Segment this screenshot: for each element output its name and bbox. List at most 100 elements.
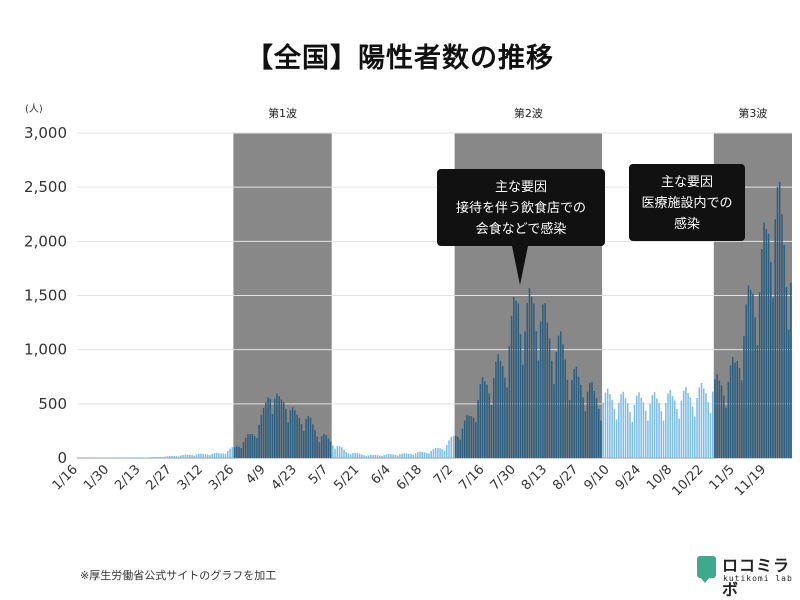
y-tick-label: 1,500 bbox=[24, 287, 67, 305]
bar bbox=[258, 424, 260, 458]
bar bbox=[691, 406, 694, 458]
callout-text: 会食などで感染 bbox=[476, 221, 567, 237]
bar bbox=[506, 387, 508, 458]
bar bbox=[736, 361, 739, 458]
bar bbox=[754, 317, 756, 458]
bar bbox=[763, 222, 765, 458]
bar bbox=[515, 300, 517, 458]
bar bbox=[468, 415, 470, 458]
bar bbox=[725, 407, 727, 458]
bar bbox=[166, 456, 169, 458]
bar bbox=[316, 436, 318, 458]
bar bbox=[349, 454, 352, 458]
bar bbox=[336, 446, 339, 458]
bar bbox=[778, 181, 781, 459]
bar bbox=[477, 400, 479, 458]
bar bbox=[177, 456, 180, 458]
bar bbox=[432, 449, 435, 458]
bar bbox=[160, 457, 162, 458]
bar bbox=[305, 419, 307, 458]
bar bbox=[745, 304, 747, 458]
bar bbox=[311, 424, 314, 458]
bar bbox=[396, 455, 399, 458]
x-tick-label: 2/13 bbox=[112, 462, 143, 493]
x-tick-label: 2/27 bbox=[144, 462, 175, 493]
x-tick-label: 1/30 bbox=[81, 462, 112, 493]
bar bbox=[548, 338, 551, 458]
bar bbox=[472, 417, 475, 458]
bar bbox=[325, 434, 327, 458]
bar bbox=[517, 303, 520, 458]
bar bbox=[747, 285, 750, 458]
bar bbox=[213, 453, 216, 458]
bar bbox=[338, 446, 341, 458]
bar bbox=[689, 397, 692, 458]
bar bbox=[555, 351, 558, 458]
bar bbox=[702, 388, 705, 458]
bar bbox=[142, 457, 144, 458]
y-tick-label: 3,000 bbox=[24, 124, 67, 142]
bar bbox=[513, 297, 515, 458]
bar bbox=[774, 219, 777, 458]
bar bbox=[454, 435, 457, 458]
bar bbox=[390, 454, 392, 458]
bar bbox=[466, 415, 468, 458]
bar bbox=[408, 453, 410, 458]
bar bbox=[244, 437, 247, 458]
callout-box bbox=[437, 169, 605, 246]
x-tick-label: 3/26 bbox=[206, 462, 237, 493]
bar bbox=[526, 303, 528, 458]
x-tick-label: 5/21 bbox=[331, 462, 362, 493]
bar bbox=[781, 214, 783, 458]
bar bbox=[323, 434, 325, 458]
bar bbox=[716, 374, 718, 458]
callout-text: 医療施設内での bbox=[641, 195, 732, 211]
bar bbox=[191, 455, 193, 458]
bar bbox=[589, 382, 591, 458]
bar bbox=[332, 445, 334, 458]
bar bbox=[287, 422, 289, 458]
x-tick-label: 1/16 bbox=[50, 462, 81, 493]
bar bbox=[271, 414, 274, 458]
bar bbox=[613, 409, 616, 458]
bar bbox=[403, 453, 406, 458]
bar bbox=[347, 453, 350, 458]
bar bbox=[673, 400, 676, 458]
bar bbox=[495, 361, 497, 458]
x-tick-label: 10/22 bbox=[669, 462, 706, 499]
bar bbox=[282, 402, 285, 458]
bar bbox=[249, 434, 251, 458]
bar bbox=[584, 410, 587, 458]
bar bbox=[664, 403, 667, 458]
bar bbox=[582, 397, 584, 458]
bar bbox=[551, 360, 553, 458]
bar bbox=[463, 420, 466, 458]
bar bbox=[265, 402, 267, 458]
bar bbox=[559, 331, 562, 458]
bar bbox=[238, 446, 240, 458]
bar bbox=[521, 365, 524, 458]
bar bbox=[425, 452, 428, 458]
bar bbox=[198, 453, 200, 458]
bar bbox=[439, 448, 441, 458]
bar bbox=[184, 454, 187, 458]
logo: ロコミラボ kutikomi lab bbox=[697, 552, 797, 599]
bar bbox=[122, 457, 124, 458]
bar bbox=[539, 321, 542, 458]
bar bbox=[687, 393, 689, 458]
bar bbox=[124, 457, 126, 458]
bar bbox=[171, 455, 173, 458]
bar bbox=[499, 360, 502, 458]
bar bbox=[193, 455, 196, 458]
x-tick-label: 7/16 bbox=[456, 462, 487, 493]
bar bbox=[535, 331, 537, 458]
x-tick-label: 5/7 bbox=[306, 462, 331, 487]
callout-pointer bbox=[512, 246, 528, 285]
chart-title: 【全国】陽性者数の推移 bbox=[246, 43, 554, 74]
bar bbox=[501, 365, 504, 458]
bar bbox=[624, 398, 627, 458]
bar bbox=[602, 402, 604, 458]
bar bbox=[443, 450, 446, 458]
bar bbox=[618, 402, 620, 458]
